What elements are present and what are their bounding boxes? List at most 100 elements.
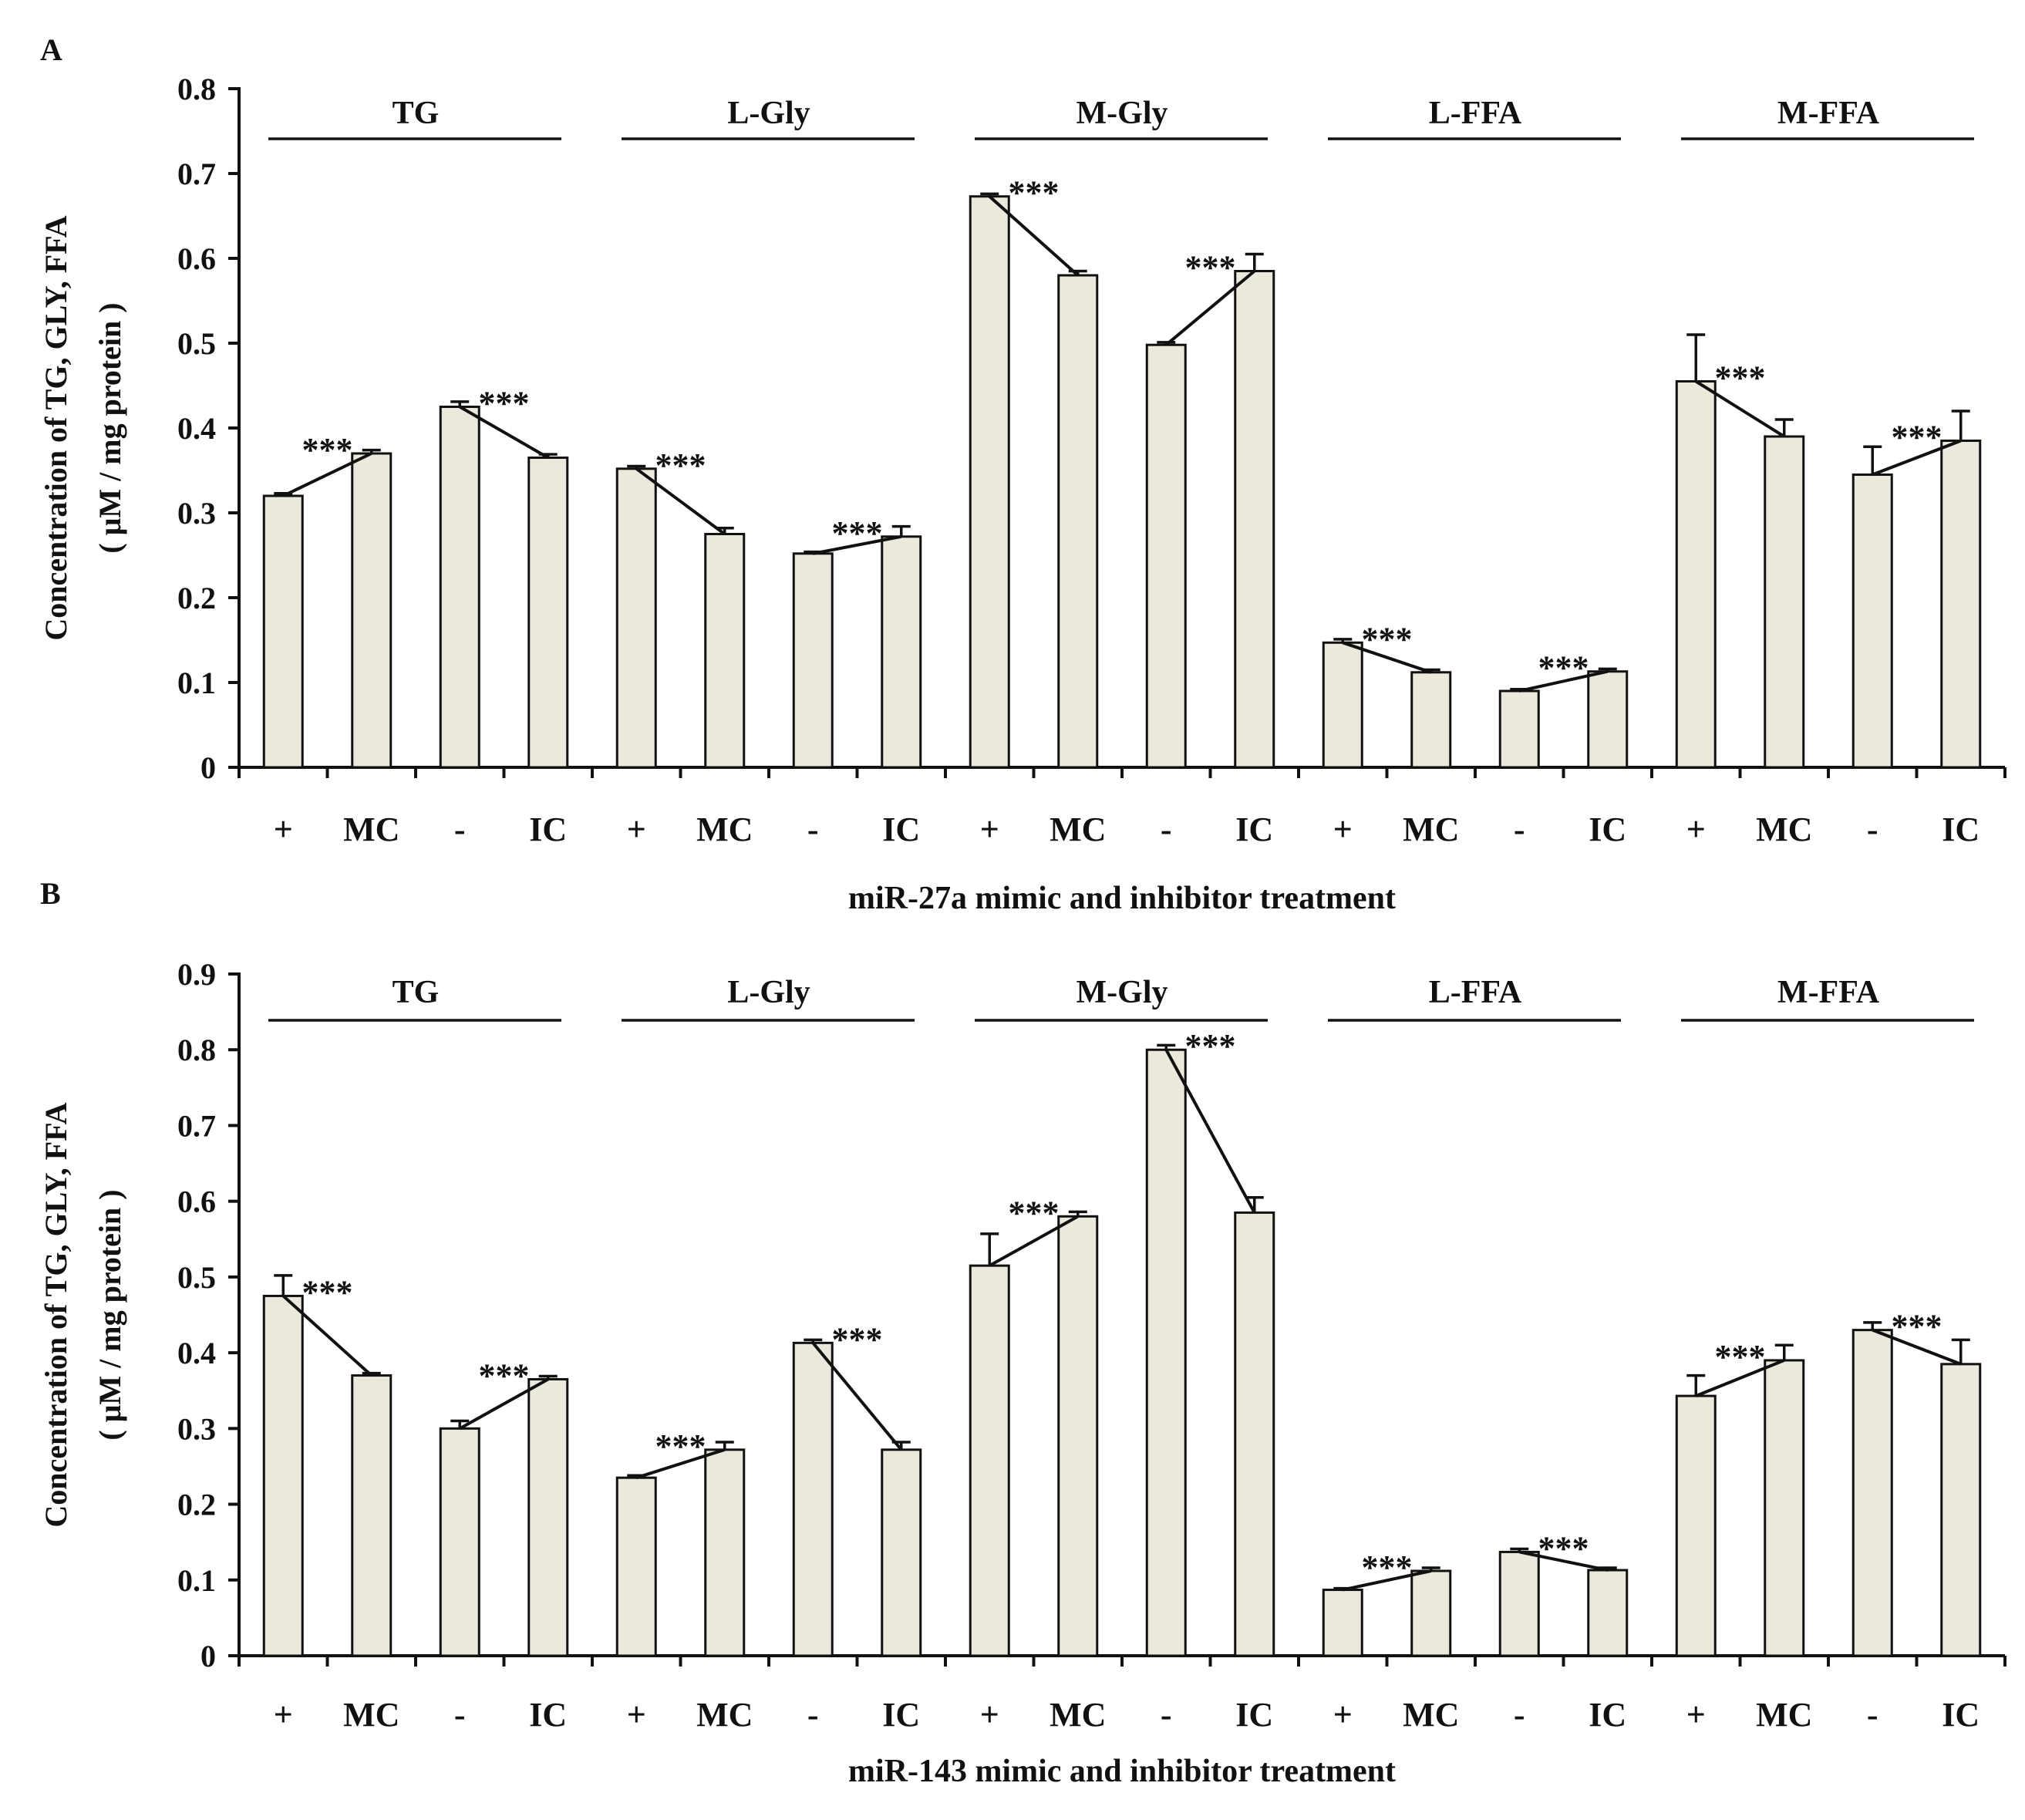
category-label: IC: [1942, 811, 1980, 848]
category-label: -: [454, 1696, 466, 1734]
category-label: +: [627, 811, 646, 848]
category-label: IC: [1589, 811, 1626, 848]
bar: [1675, 380, 1717, 769]
bar: [1764, 435, 1805, 769]
chart-panel-b: B 0 0.1 0.2 0.3 0.4 0.5 0.6 0.7 0.8 0.9 Concentrati…: [39, 876, 2006, 1789]
y-tick-label: 0.3: [177, 496, 216, 531]
y-tick-label: 0.5: [177, 1260, 216, 1295]
bar: [1587, 1569, 1629, 1657]
x-axis-title: miR-143 mimic and inhibitor treatment: [848, 1754, 1396, 1789]
category-label: IC: [1235, 1696, 1273, 1734]
bar: [351, 452, 393, 769]
comparison-line: [1164, 269, 1256, 346]
group-l-ffa: L-FFA + MC - IC *** ***: [1322, 975, 1629, 1734]
category-label: +: [980, 1696, 999, 1734]
category-label: MC: [1756, 811, 1812, 848]
bar: [1940, 440, 1982, 769]
group-label: TG: [393, 96, 440, 131]
bar: [1410, 1569, 1452, 1657]
bar: [527, 457, 569, 769]
bar: [351, 1374, 393, 1657]
y-tick-label: 0.2: [177, 581, 216, 615]
bar: [1498, 1550, 1540, 1657]
group-l-ffa: L-FFA + MC - IC *** ***: [1322, 96, 1629, 848]
category-label: -: [1514, 811, 1525, 848]
significance-label: ***: [1009, 1194, 1060, 1232]
group-label: L-FFA: [1429, 96, 1522, 131]
category-label: IC: [1589, 1696, 1626, 1734]
y-axis-title-units: ( μM / mg protein ): [93, 1189, 127, 1440]
group-m-ffa: M-FFA + MC - IC *** ***: [1675, 975, 1982, 1734]
comparison-line: [459, 405, 549, 460]
category-label: MC: [1403, 1696, 1459, 1734]
panel-label: A: [40, 32, 62, 67]
comparison-line: [635, 467, 726, 536]
y-tick-label: 0.1: [177, 666, 216, 700]
y-tick-label: 0.6: [177, 1185, 216, 1219]
significance-label: ***: [1892, 1308, 1942, 1346]
bar: [704, 533, 746, 769]
category-label: +: [1686, 1696, 1706, 1734]
y-tick-label: 0.3: [177, 1411, 216, 1446]
bar: [881, 1448, 922, 1657]
chart-panel-a: A 0 0.1 0.2 0.3 0.4 0.5 0.6 0.7 0.8 Concentration …: [39, 32, 2006, 916]
group-label: M-FFA: [1777, 96, 1880, 131]
y-tick-label: 0.9: [177, 957, 216, 992]
bar: [1322, 1589, 1363, 1657]
y-axis-title: Concentration of TG, GLY, FFA: [39, 215, 73, 640]
category-label: -: [807, 1696, 819, 1734]
group-l-gly: L-Gly + MC - IC *** ***: [615, 96, 922, 848]
category-label: -: [1514, 1696, 1525, 1734]
category-label: +: [1686, 811, 1706, 848]
comparison-line: [1695, 379, 1785, 438]
comparison-line: [1518, 669, 1609, 693]
comparison-line: [1342, 641, 1432, 674]
bar: [1057, 274, 1099, 769]
category-label: MC: [1403, 811, 1459, 848]
category-label: IC: [529, 1696, 567, 1734]
comparison-line: [1872, 439, 1962, 477]
category-label: +: [274, 811, 293, 848]
comparison-line: [281, 1294, 373, 1377]
significance-label: ***: [832, 1320, 883, 1358]
y-tick-label: 0.6: [177, 241, 216, 276]
category-label: MC: [1050, 811, 1106, 848]
y-tick-label: 0.4: [177, 411, 216, 446]
category-label: MC: [343, 1696, 399, 1734]
group-tg: TG + MC - IC *** ***: [262, 96, 569, 848]
comparison-line: [1518, 1550, 1609, 1572]
y-tick-label: 0.5: [177, 326, 216, 361]
category-label: IC: [529, 811, 567, 848]
comparison-line: [812, 534, 902, 555]
category-label: +: [627, 1696, 646, 1734]
y-tick-label: 0: [200, 1639, 216, 1673]
group-label: M-Gly: [1077, 975, 1168, 1010]
significance-label: ***: [655, 1427, 706, 1465]
bar: [1851, 474, 1893, 769]
group-m-gly: M-Gly + MC - IC *** ***: [969, 975, 1275, 1734]
category-label: +: [1333, 811, 1353, 848]
significance-label: ***: [1538, 1529, 1589, 1567]
significance-label: ***: [1185, 249, 1236, 287]
category-label: -: [1867, 811, 1878, 848]
bar: [1234, 270, 1275, 769]
bar: [704, 1448, 746, 1657]
bar: [1410, 671, 1452, 769]
category-label: +: [274, 1696, 293, 1734]
category-label: -: [807, 811, 819, 848]
comparison-line: [459, 1377, 549, 1431]
bar: [262, 494, 304, 769]
y-axis-title-units: ( μM / mg protein ): [93, 302, 127, 553]
significance-label: ***: [655, 447, 706, 484]
category-label: MC: [696, 1696, 753, 1734]
comparison-line: [988, 195, 1080, 277]
bar: [439, 406, 480, 769]
significance-label: ***: [1715, 359, 1766, 397]
significance-label: ***: [1009, 174, 1060, 212]
comparison-line: [1695, 1359, 1785, 1397]
significance-label: ***: [1185, 1027, 1236, 1065]
category-label: -: [1867, 1696, 1878, 1734]
bar: [1675, 1394, 1717, 1657]
bar: [439, 1427, 480, 1657]
